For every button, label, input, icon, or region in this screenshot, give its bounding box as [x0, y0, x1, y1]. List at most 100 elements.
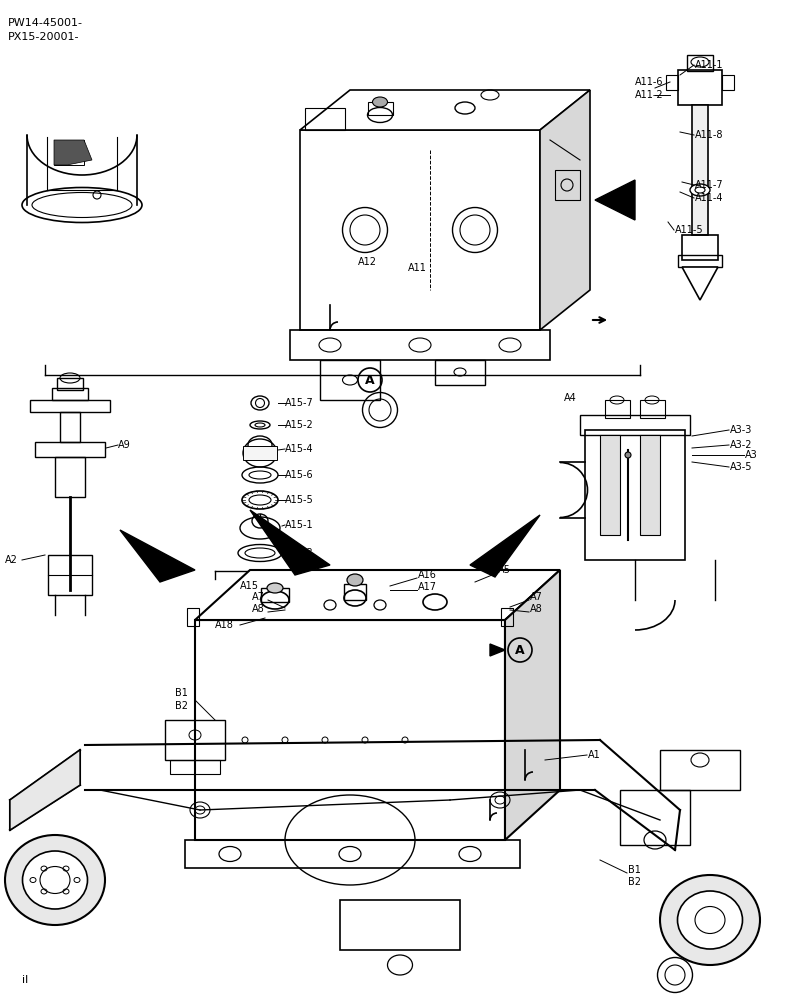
Ellipse shape	[659, 875, 759, 965]
Text: B2: B2	[627, 877, 640, 887]
Polygon shape	[195, 570, 560, 620]
Polygon shape	[300, 90, 589, 130]
Text: A3-2: A3-2	[729, 440, 752, 450]
Bar	[261, 588, 288, 602]
Text: A9: A9	[118, 440, 131, 450]
Text: A11-4: A11-4	[694, 193, 723, 203]
Polygon shape	[594, 180, 634, 220]
Text: A11-1: A11-1	[694, 60, 723, 70]
Text: B1: B1	[175, 688, 188, 698]
Bar	[320, 360, 380, 400]
Ellipse shape	[5, 835, 105, 925]
Text: A8: A8	[251, 604, 264, 614]
Text: B2: B2	[175, 701, 188, 711]
Text: A11-7: A11-7	[694, 180, 723, 190]
Polygon shape	[250, 510, 329, 575]
Bar	[434, 360, 484, 385]
Bar	[639, 435, 659, 535]
Text: A12: A12	[357, 257, 377, 267]
Bar	[35, 442, 105, 457]
Bar	[300, 130, 540, 330]
Text: A18: A18	[214, 620, 234, 630]
Bar	[686, 55, 712, 71]
Bar	[579, 415, 689, 435]
Text: A7: A7	[529, 592, 542, 602]
Text: A: A	[515, 644, 524, 656]
Polygon shape	[54, 140, 92, 165]
Text: A3-5: A3-5	[729, 462, 752, 472]
Bar	[57, 378, 83, 390]
Bar	[48, 555, 92, 595]
Text: A15-4: A15-4	[284, 444, 313, 454]
Bar	[677, 255, 721, 267]
Bar	[165, 720, 225, 760]
Ellipse shape	[267, 583, 283, 593]
Bar	[665, 75, 677, 90]
Ellipse shape	[624, 452, 630, 458]
Text: A15-7: A15-7	[284, 398, 313, 408]
Bar	[290, 330, 549, 360]
Bar	[619, 790, 689, 845]
Text: A3-3: A3-3	[729, 425, 752, 435]
Text: A15: A15	[240, 581, 259, 591]
Text: A11-8: A11-8	[694, 130, 723, 140]
Ellipse shape	[689, 184, 709, 196]
Text: A15-2: A15-2	[284, 420, 313, 430]
Polygon shape	[120, 530, 195, 582]
Ellipse shape	[22, 851, 88, 909]
Bar	[169, 760, 220, 774]
Bar	[500, 608, 512, 626]
Bar	[677, 70, 721, 105]
Text: A5: A5	[497, 565, 510, 575]
Bar	[639, 400, 664, 418]
Bar	[659, 750, 739, 790]
Text: A8: A8	[529, 604, 542, 614]
Polygon shape	[10, 750, 80, 830]
Ellipse shape	[347, 574, 362, 586]
Bar	[585, 430, 684, 560]
Polygon shape	[470, 515, 540, 577]
Bar	[691, 105, 707, 235]
Bar	[368, 102, 393, 115]
Text: A15-3: A15-3	[284, 548, 313, 558]
Bar	[55, 457, 85, 497]
Bar	[30, 400, 110, 412]
Bar	[185, 840, 520, 868]
Text: A1: A1	[587, 750, 600, 760]
Polygon shape	[540, 90, 589, 330]
Bar	[54, 140, 84, 165]
Polygon shape	[504, 570, 560, 840]
Text: il: il	[22, 975, 28, 985]
Bar	[344, 584, 365, 600]
Bar	[681, 235, 717, 260]
Text: A3: A3	[744, 450, 756, 460]
Bar	[721, 75, 733, 90]
Text: B1: B1	[627, 865, 640, 875]
Ellipse shape	[372, 97, 387, 107]
Text: A11-5: A11-5	[675, 225, 703, 235]
Bar	[304, 108, 344, 130]
Bar	[52, 388, 88, 400]
Text: A17: A17	[418, 582, 437, 592]
Text: A: A	[365, 373, 374, 386]
Text: A2: A2	[5, 555, 18, 565]
Polygon shape	[681, 267, 717, 300]
Ellipse shape	[677, 891, 742, 949]
Bar	[554, 170, 579, 200]
Text: PW14-45001-: PW14-45001-	[8, 18, 83, 28]
Bar	[604, 400, 630, 418]
Text: A11-2: A11-2	[634, 90, 662, 100]
Bar	[243, 446, 277, 460]
Text: A11-6: A11-6	[634, 77, 662, 87]
Bar	[195, 620, 504, 840]
Text: A11: A11	[407, 263, 426, 273]
Bar	[599, 435, 619, 535]
Bar	[340, 900, 459, 950]
Text: A16: A16	[418, 570, 436, 580]
Polygon shape	[489, 644, 504, 656]
Text: A4: A4	[563, 393, 576, 403]
Bar	[60, 412, 80, 442]
Text: A15-1: A15-1	[284, 520, 313, 530]
Text: A15-5: A15-5	[284, 495, 313, 505]
Bar	[187, 608, 199, 626]
